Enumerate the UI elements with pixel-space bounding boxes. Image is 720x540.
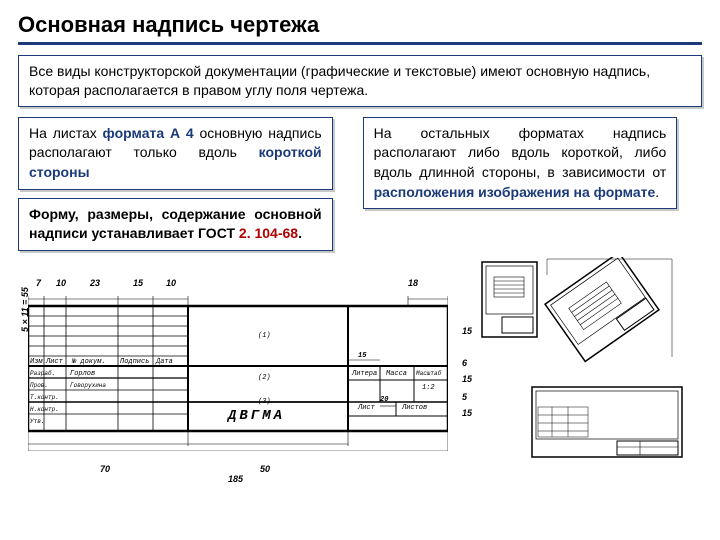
dim: 18 (408, 278, 418, 288)
zone-3: (3) (258, 398, 271, 406)
accent-text: формата А 4 (103, 125, 194, 141)
text: На остальных форматах надпись располагаю… (374, 125, 667, 180)
side-svg (472, 257, 702, 467)
intro-box: Все виды конструкторской документации (г… (18, 55, 702, 107)
cell-list: Лист (46, 358, 63, 366)
cell-govor: Говорухина (70, 382, 106, 389)
right-column: На остальных форматах надпись располагаю… (363, 117, 678, 259)
cell-data: Дата (156, 358, 173, 366)
cell-tkontr: Т.контр. (30, 394, 59, 401)
title-block-stamp: 7 10 23 15 10 18 5 × 11 = 55 (28, 282, 448, 462)
left-box-2: Форму, размеры, содержание основной надп… (18, 198, 333, 251)
zone-1: (1) (258, 332, 271, 340)
cell-massa: Масса (386, 370, 407, 378)
accent-text: расположения изображения на формате (374, 184, 656, 200)
cell-scale: 1:2 (422, 384, 435, 392)
title-rule (18, 42, 702, 45)
cell-podp: Подпись (120, 358, 149, 366)
dim: 50 (260, 464, 270, 474)
cell-litera: Литера (352, 370, 377, 378)
cell-nkontr: Н.контр. (30, 406, 59, 413)
cell-razrab: Разраб. (30, 370, 55, 377)
dim: 185 (228, 474, 243, 484)
gost-number: 2. 104-68 (239, 225, 298, 241)
dim: 15 (133, 278, 143, 288)
dim-mid-20: 20 (380, 396, 388, 404)
dim: 5 (462, 392, 467, 402)
dim: 7 (36, 278, 41, 288)
dim-mid-15: 15 (358, 352, 366, 360)
dim: 6 (462, 358, 467, 368)
dim: 15 (462, 408, 472, 418)
cell-listn: Лист (358, 404, 375, 412)
zone-3-text: ДВГМА (228, 408, 285, 424)
right-box: На остальных форматах надпись располагаю… (363, 117, 678, 209)
text: . (655, 184, 659, 200)
cell-prov: Пров. (30, 382, 48, 389)
cell-izm: Изм (30, 358, 43, 366)
left-column: На листах формата А 4 основную надпись р… (18, 117, 333, 259)
zone-2: (2) (258, 374, 271, 382)
diagram-area: 7 10 23 15 10 18 5 × 11 = 55 (18, 267, 702, 472)
dim: 15 (462, 326, 472, 336)
dim: 70 (100, 464, 110, 474)
left-box-1: На листах формата А 4 основную надпись р… (18, 117, 333, 190)
dim: 23 (90, 278, 100, 288)
dimensions-top: 7 10 23 15 10 18 (28, 278, 448, 292)
cell-gorlov: Горлов (70, 370, 95, 378)
text: . (298, 225, 302, 241)
cell-utv: Утв. (30, 418, 44, 425)
side-illustrations (472, 257, 702, 467)
page-title: Основная надпись чертежа (18, 12, 702, 38)
dim: 10 (56, 278, 66, 288)
dim: 15 (462, 374, 472, 384)
text: На листах (29, 125, 103, 141)
dim: 10 (166, 278, 176, 288)
columns: На листах формата А 4 основную надпись р… (18, 117, 702, 259)
cell-mashtab: Масштаб (416, 370, 441, 377)
cell-ndok: № докум. (72, 358, 106, 366)
cell-listov: Листов (402, 404, 427, 412)
